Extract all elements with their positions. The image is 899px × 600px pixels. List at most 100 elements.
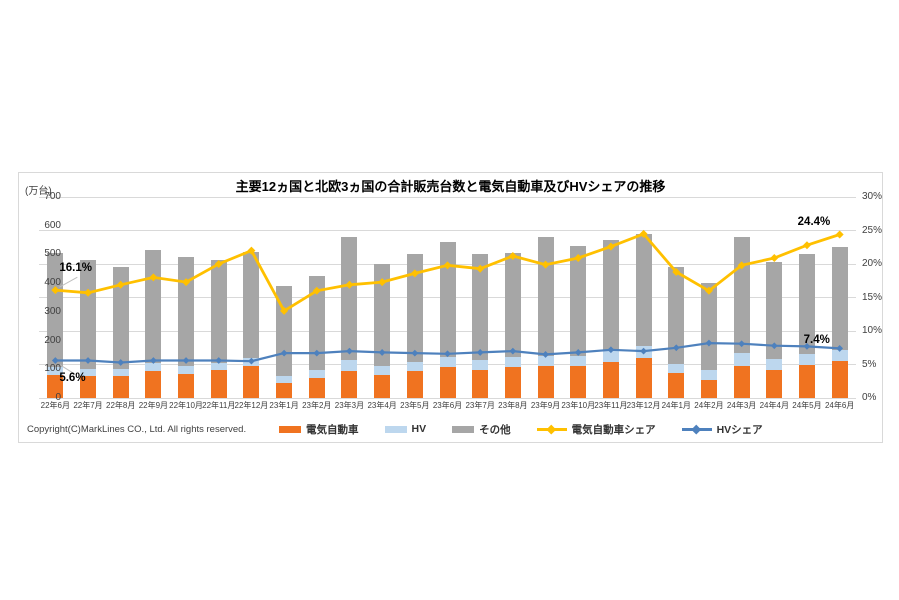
marker-HVシェア xyxy=(84,357,92,364)
x-axis-tick-label: 23年12月 xyxy=(626,401,661,410)
bar-segment-HV xyxy=(276,375,293,384)
bar-segment-HV xyxy=(798,354,815,366)
legend-swatch-line-marker xyxy=(691,424,701,434)
bar-segment-その他 xyxy=(635,234,652,347)
right-axis-tick-label: 10% xyxy=(862,325,883,336)
bar-segment-その他 xyxy=(472,254,489,361)
marker-電気自動車シェア xyxy=(802,241,811,250)
copyright-text: Copyright(C)MarkLines CO., Ltd. All righ… xyxy=(27,424,247,435)
marker-電気自動車シェア xyxy=(116,280,125,289)
marker-電気自動車シェア xyxy=(672,268,681,277)
bar-segment-電気自動車 xyxy=(537,366,554,398)
legend-item-電気自動車: 電気自動車 xyxy=(279,422,359,437)
legend-swatch-bar xyxy=(452,425,475,433)
marker-HVシェア xyxy=(117,359,125,366)
marker-電気自動車シェア xyxy=(476,264,485,273)
bar-segment-その他 xyxy=(700,283,717,371)
bar-segment-電気自動車 xyxy=(308,378,325,398)
marker-電気自動車シェア xyxy=(182,278,191,287)
bar-segment-HV xyxy=(210,362,227,371)
right-axis-tick-label: 0% xyxy=(862,392,877,403)
annotation-hv-share-first: 5.6% xyxy=(59,372,86,385)
x-axis-tick-label: 23年1月 xyxy=(269,401,299,410)
annotation-ev-share-first: 16.1% xyxy=(59,262,92,275)
legend-swatch-bar xyxy=(384,425,407,433)
legend-swatch-line xyxy=(536,424,567,434)
bar-segment-HV xyxy=(112,368,129,376)
bar-segment-電気自動車 xyxy=(374,375,391,398)
gridline xyxy=(39,196,856,198)
marker-HVシェア xyxy=(705,339,713,347)
bar-segment-その他 xyxy=(570,245,587,356)
marker-HVシェア xyxy=(313,349,321,357)
x-axis-tick-label: 24年6月 xyxy=(824,401,855,410)
bar-segment-HV xyxy=(504,357,521,368)
legend-label: HVシェア xyxy=(716,423,763,436)
marker-HVシェア xyxy=(51,357,59,364)
legend-swatch-bar xyxy=(279,425,301,433)
legend-item-HV: HV xyxy=(384,423,427,435)
left-axis-unit-label: (万台) xyxy=(25,186,52,197)
legend-label: HV xyxy=(411,423,427,435)
x-axis-tick-label: 22年7月 xyxy=(73,401,103,410)
bar-segment-その他 xyxy=(504,252,521,358)
marker-電気自動車シェア xyxy=(247,246,256,255)
marker-電気自動車シェア xyxy=(704,286,713,295)
x-axis-tick-label: 23年9月 xyxy=(530,401,561,410)
bar-segment-電気自動車 xyxy=(145,371,162,398)
bar-segment-HV xyxy=(439,356,456,367)
right-axis-tick-label: 5% xyxy=(862,358,877,370)
marker-HVシェア xyxy=(149,357,157,364)
x-axis-tick-label: 24年2月 xyxy=(694,401,724,410)
x-axis-tick-label: 24年1月 xyxy=(661,401,691,410)
bar-segment-HV xyxy=(374,365,391,376)
marker-電気自動車シェア xyxy=(312,286,321,295)
y-axis-tick-label: 100 xyxy=(44,363,61,375)
bar-segment-その他 xyxy=(374,264,391,366)
bar-segment-その他 xyxy=(831,247,848,351)
marker-HVシェア xyxy=(640,347,647,355)
marker-HVシェア xyxy=(574,349,582,356)
y-axis-tick-label: 200 xyxy=(44,334,61,346)
bar-segment-電気自動車 xyxy=(243,365,260,398)
chart-legend: 電気自動車 HV その他 電気自動車シェア HVシェア xyxy=(279,420,875,438)
marker-電気自動車シェア xyxy=(51,286,60,295)
marker-HVシェア xyxy=(182,357,190,364)
y-axis-tick-label: 400 xyxy=(44,277,61,289)
marker-電気自動車シェア xyxy=(639,229,648,238)
bar-segment-その他 xyxy=(406,254,423,362)
bar-segment-HV xyxy=(308,370,325,379)
marker-HVシェア xyxy=(836,345,844,352)
x-axis-tick-label: 22年10月 xyxy=(169,401,203,410)
bar-segment-電気自動車 xyxy=(602,362,619,398)
right-axis-tick-label: 15% xyxy=(862,291,883,303)
bar-segment-電気自動車 xyxy=(439,366,456,398)
bar-segment-電気自動車 xyxy=(178,373,195,398)
bar-segment-HV xyxy=(406,361,423,372)
sales-and-share-chart: 主要12ヵ国と北欧3ヵ国の合計販売台数と電気自動車及びHVシェアの推移 (万台)… xyxy=(18,172,883,443)
line-series-layer xyxy=(51,229,844,375)
bar-segment-HV xyxy=(472,360,489,371)
bar-segment-その他 xyxy=(733,237,750,354)
x-axis-tick-label: 23年5月 xyxy=(400,401,430,410)
y-axis-tick-label: 0 xyxy=(55,392,61,403)
y-axis-tick-label: 500 xyxy=(44,248,61,260)
y-axis-tick-label: 700 xyxy=(44,191,61,202)
bar-segment-その他 xyxy=(602,240,619,351)
marker-HVシェア xyxy=(346,347,353,355)
bar-segment-電気自動車 xyxy=(472,370,489,398)
bar-segment-その他 xyxy=(537,237,554,356)
bar-segment-その他 xyxy=(243,251,260,358)
bar-segment-電気自動車 xyxy=(276,383,293,398)
x-axis-tick-label: 24年3月 xyxy=(726,401,757,410)
bar-segment-電気自動車 xyxy=(80,376,97,398)
x-axis-tick-label: 24年4月 xyxy=(759,401,789,410)
x-axis-tick-label: 22年8月 xyxy=(106,401,136,410)
x-axis-tick-label: 23年2月 xyxy=(302,401,332,410)
plot-area xyxy=(39,196,856,399)
gridline xyxy=(39,230,856,231)
x-axis-tick-label: 23年10月 xyxy=(561,401,596,410)
marker-電気自動車シェア xyxy=(770,253,779,262)
bar-segment-HV xyxy=(733,353,750,367)
bar-segment-その他 xyxy=(178,257,195,366)
